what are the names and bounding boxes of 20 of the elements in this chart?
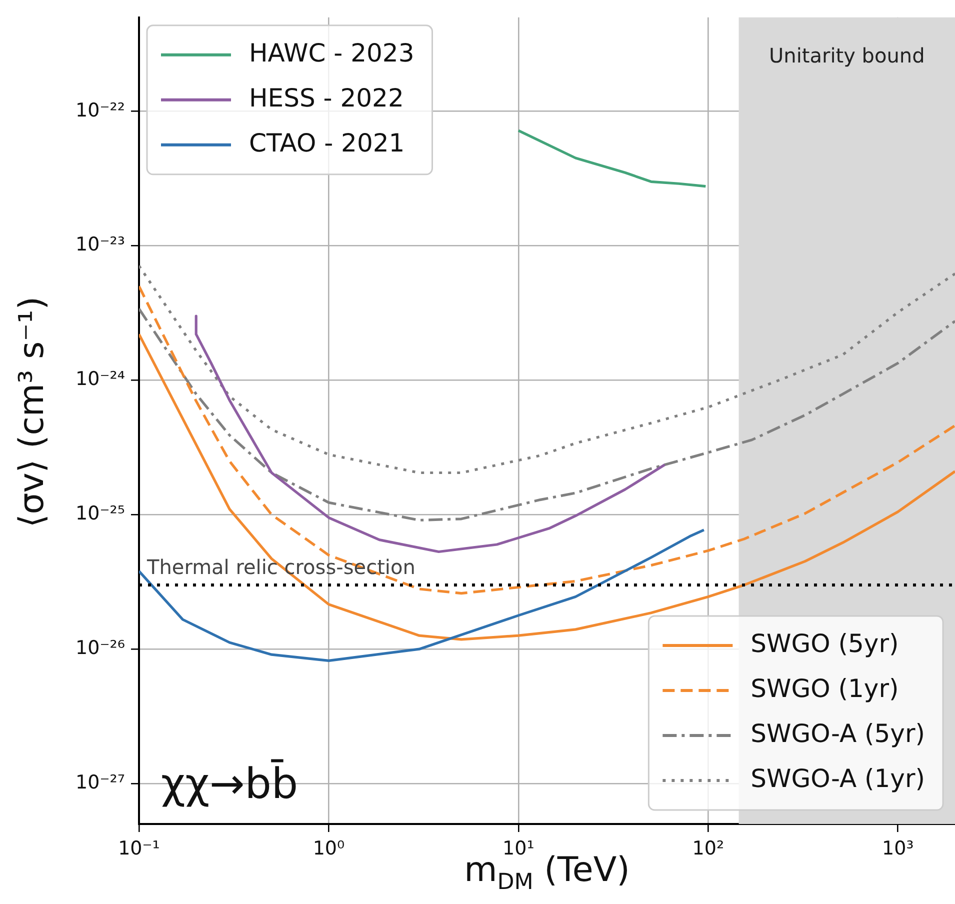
legend-label: SWGO (1yr) (750, 674, 899, 703)
x-tick-label: 10² (692, 837, 724, 860)
y-tick-label: 10⁻²⁷ (76, 771, 125, 794)
annotation: χχ→bb̄ (161, 758, 298, 808)
legend-label: HAWC - 2023 (249, 38, 414, 68)
legend-label: CTAO - 2021 (249, 128, 405, 158)
x-tick-label: 10³ (882, 837, 914, 860)
x-tick-label: 10⁻¹ (118, 837, 160, 860)
legend-label: SWGO (5yr) (750, 629, 899, 658)
y-tick-label: 10⁻²³ (76, 234, 125, 256)
band-label: Unitarity bound (769, 44, 925, 68)
legend-label: SWGO-A (5yr) (750, 719, 926, 748)
x-tick-label: 10⁰ (312, 837, 345, 860)
y-tick-label: 10⁻²² (76, 99, 125, 122)
legend-label: SWGO-A (1yr) (750, 764, 926, 793)
y-axis-title: ⟨σv⟩ (cm³ s⁻¹) (12, 296, 52, 528)
y-tick-label: 10⁻²⁶ (76, 637, 125, 660)
y-tick-label: 10⁻²⁴ (76, 368, 126, 390)
legend-label: HESS - 2022 (249, 83, 404, 112)
y-tick-label: 10⁻²⁵ (76, 502, 125, 525)
